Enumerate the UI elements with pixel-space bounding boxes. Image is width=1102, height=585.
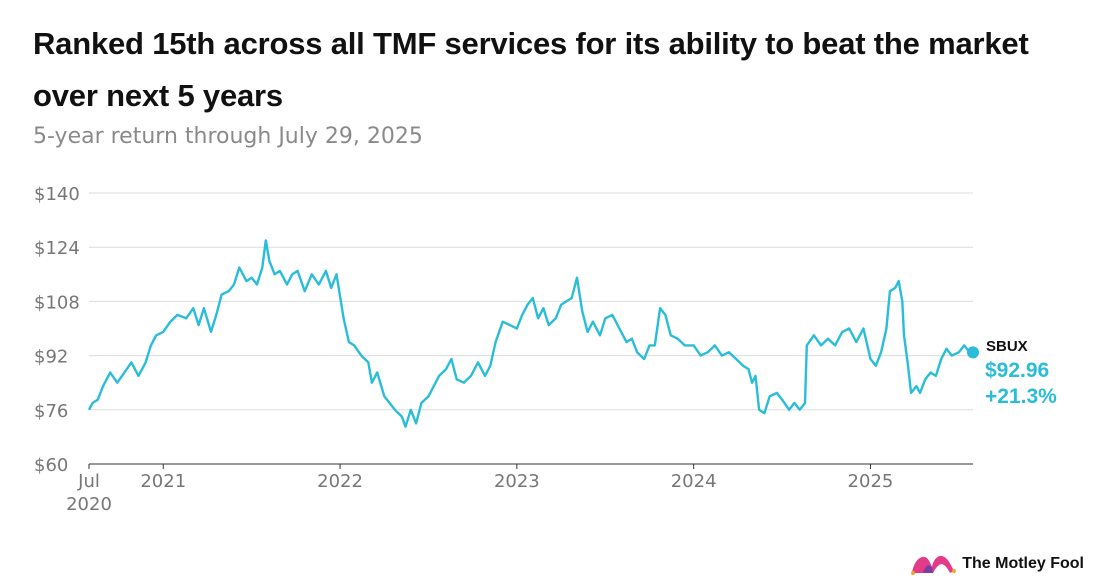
series-end-marker xyxy=(967,346,979,359)
jester-cap-icon xyxy=(911,555,957,575)
brand-logo: The Motley Fool xyxy=(910,553,1084,575)
chart-title: Ranked 15th across all TMF services for … xyxy=(33,26,1029,113)
y-tick-label: $124 xyxy=(34,238,80,259)
y-tick-label: $108 xyxy=(34,292,80,313)
y-tick-label: $76 xyxy=(34,401,68,422)
x-tick-label: 2025 xyxy=(848,471,894,492)
chart-subtitle: 5-year return through July 29, 2025 xyxy=(33,124,423,149)
series-name-label: SBUX xyxy=(986,338,1028,355)
y-tick-label: $140 xyxy=(34,184,80,205)
x-tick-label: 2021 xyxy=(140,471,186,492)
x-tick-label: 2024 xyxy=(671,471,717,492)
series-end-value-label: $92.96 xyxy=(985,359,1049,382)
x-tick-label: 2020 xyxy=(66,494,112,515)
series-line-sbux xyxy=(87,239,974,428)
x-tick-label: Jul xyxy=(77,471,100,492)
series-return-label: +21.3% xyxy=(985,385,1057,408)
x-tick-label: 2022 xyxy=(317,471,363,492)
x-tick-label: 2023 xyxy=(494,471,540,492)
brand-name: The Motley Fool xyxy=(962,555,1084,572)
y-tick-label: $60 xyxy=(34,455,68,476)
y-tick-label: $92 xyxy=(34,347,68,368)
